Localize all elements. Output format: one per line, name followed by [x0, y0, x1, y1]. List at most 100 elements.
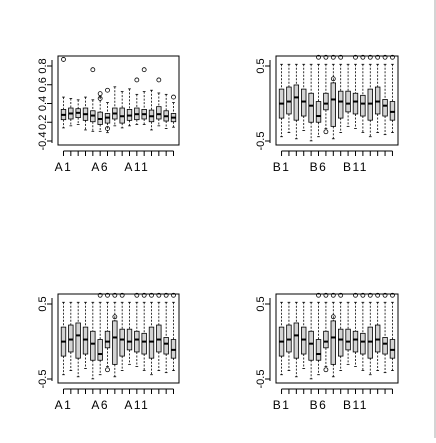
plot-frame [57, 55, 180, 146]
x-tick-label: B1 [273, 398, 291, 412]
box-body [301, 88, 307, 117]
box-A13 [148, 89, 155, 131]
box-body [323, 330, 329, 349]
box-body [315, 101, 322, 123]
box-A3 [75, 301, 81, 378]
outlier-point [90, 67, 96, 73]
chart-panel-3: -0.5 0.5 A1 A6 A11 [37, 292, 180, 412]
box-A16 [170, 292, 177, 371]
y-tick-label: 0.5 [255, 296, 267, 311]
box-body [126, 328, 133, 351]
window-edge [434, 0, 436, 438]
x-tick-label: B6 [310, 160, 328, 174]
outlier-point [338, 54, 344, 60]
box-body [112, 320, 118, 365]
box-body [148, 326, 155, 359]
box-body [156, 106, 162, 120]
box-B6 [315, 54, 322, 138]
box-body [68, 324, 74, 353]
outlier-point [382, 54, 388, 60]
outlier-point [112, 292, 118, 298]
y-tick-label: -0.4 [37, 132, 49, 151]
plot-frame [275, 293, 399, 384]
box-body [352, 330, 359, 353]
chart-panel-2: -0.5 0.5 B1 B6 B11 [255, 54, 399, 174]
box-body [286, 86, 292, 115]
box-body [338, 90, 344, 119]
box-body [367, 88, 373, 121]
box-B11 [352, 54, 359, 129]
box-B8 [330, 54, 336, 140]
box-body [293, 322, 300, 359]
box-A9 [119, 292, 125, 371]
box-body [382, 337, 388, 355]
box-B14 [374, 54, 381, 133]
box-B11 [352, 292, 359, 367]
y-tick-label: 0.5 [37, 296, 49, 311]
x-tick-label: A6 [91, 160, 109, 174]
box-body [315, 339, 322, 361]
box-B14 [374, 292, 381, 371]
box-B6 [315, 292, 322, 376]
box-A5 [90, 67, 96, 132]
outlier-point [61, 57, 66, 62]
box-A14 [156, 292, 162, 371]
outlier-point [375, 292, 381, 298]
outlier-point [367, 292, 373, 298]
box-body [382, 99, 388, 117]
outlier-point [390, 292, 395, 298]
box-B4 [301, 63, 307, 131]
box-B13 [367, 292, 373, 376]
box-body [352, 92, 359, 115]
box-B15 [382, 54, 388, 136]
box-body [330, 82, 336, 127]
box-body [163, 337, 169, 355]
box-body [308, 92, 314, 123]
plot-frame [275, 55, 399, 146]
y-tick-label: -0.5 [37, 370, 49, 389]
box-A6 [97, 91, 103, 132]
box-A8 [112, 292, 118, 378]
outlier-point [323, 129, 329, 135]
box-B5 [308, 63, 314, 142]
box-A12 [141, 67, 147, 125]
box-A8 [112, 86, 118, 127]
outlier-point [323, 367, 329, 373]
box-B13 [367, 54, 373, 138]
box-A4 [82, 301, 89, 369]
box-B3 [293, 301, 300, 378]
box-A2 [68, 301, 74, 371]
box-body [156, 324, 162, 353]
box-A13 [148, 292, 155, 376]
box-body [301, 326, 307, 355]
box-body [360, 332, 366, 355]
x-tick-label: A1 [55, 398, 73, 412]
box-A7 [104, 292, 111, 373]
box-body [170, 339, 177, 359]
box-A16 [170, 94, 177, 128]
box-A7 [104, 87, 111, 134]
box-body [82, 326, 89, 355]
box-body [345, 90, 351, 113]
x-tick-label: A11 [124, 398, 149, 412]
y-tick-label: 0.4 [37, 96, 49, 111]
box-body [97, 339, 103, 361]
outlier-point [105, 87, 110, 93]
box-B10 [345, 63, 351, 127]
box-body [104, 330, 111, 349]
outlier-point [330, 54, 336, 60]
box-body [374, 86, 381, 115]
box-body [338, 328, 344, 357]
box-A11 [134, 77, 140, 125]
box-B9 [338, 292, 344, 371]
box-B16 [389, 292, 396, 371]
box-body [293, 84, 300, 121]
box-body [345, 328, 351, 351]
box-B12 [360, 54, 366, 133]
outlier-point [134, 292, 140, 298]
box-B1 [278, 63, 285, 138]
box-A14 [156, 77, 162, 127]
y-tick-label: 0.6 [37, 77, 49, 92]
